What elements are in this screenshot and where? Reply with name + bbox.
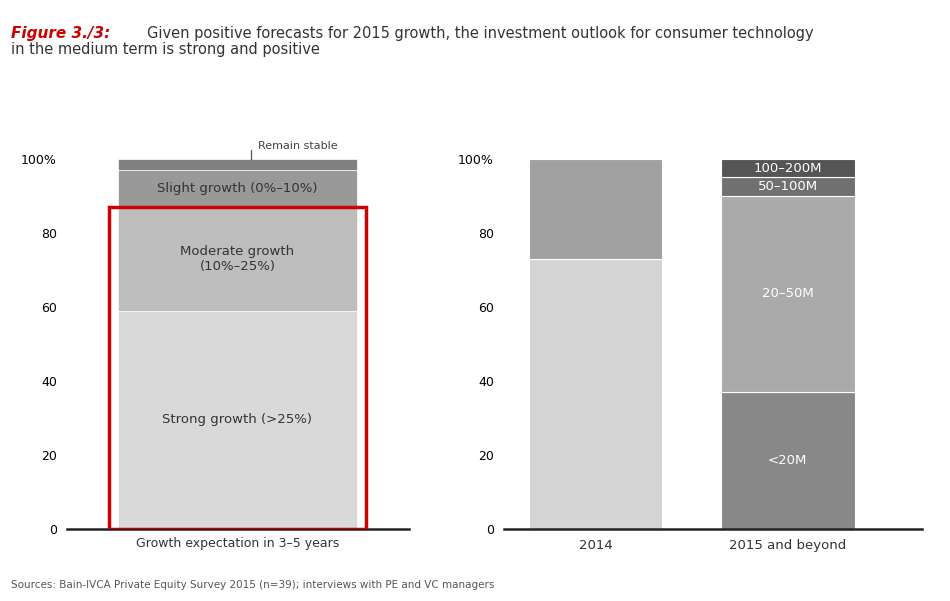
Text: Strong growth (>25%): Strong growth (>25%) [162, 413, 313, 426]
Bar [721, 177, 855, 196]
Bar [528, 259, 662, 529]
Text: <20M: <20M [768, 454, 808, 467]
Bar [118, 311, 357, 529]
Text: Remain stable: Remain stable [258, 141, 337, 151]
Text: in the medium term is strong and positive: in the medium term is strong and positiv… [11, 42, 320, 56]
Text: Sources: Bain-IVCA Private Equity Survey 2015 (n=39); interviews with PE and VC : Sources: Bain-IVCA Private Equity Survey… [11, 580, 495, 590]
Bar [721, 159, 855, 177]
Text: Given positive forecasts for 2015 growth, the investment outlook for consumer te: Given positive forecasts for 2015 growth… [147, 26, 814, 40]
Bar [109, 207, 366, 529]
Text: 50–100M: 50–100M [758, 180, 818, 193]
Bar [528, 159, 662, 259]
Bar [721, 392, 855, 529]
Text: Moderate growth
(10%–25%): Moderate growth (10%–25%) [180, 245, 294, 273]
Bar [721, 196, 855, 392]
X-axis label: Growth expectation in 3–5 years: Growth expectation in 3–5 years [136, 537, 339, 550]
Text: Slight growth (0%–10%): Slight growth (0%–10%) [158, 182, 317, 195]
Text: Funds expect growth of more than 25%; plan to increase funding in 2015 and beyon: Funds expect growth of more than 25%; pl… [121, 87, 829, 102]
Text: 20–50M: 20–50M [762, 287, 813, 300]
Text: Figure 3./3:: Figure 3./3: [11, 26, 110, 40]
Bar [118, 170, 357, 207]
Text: 100–200M: 100–200M [753, 162, 822, 174]
Bar [118, 207, 357, 311]
Bar [118, 159, 357, 170]
